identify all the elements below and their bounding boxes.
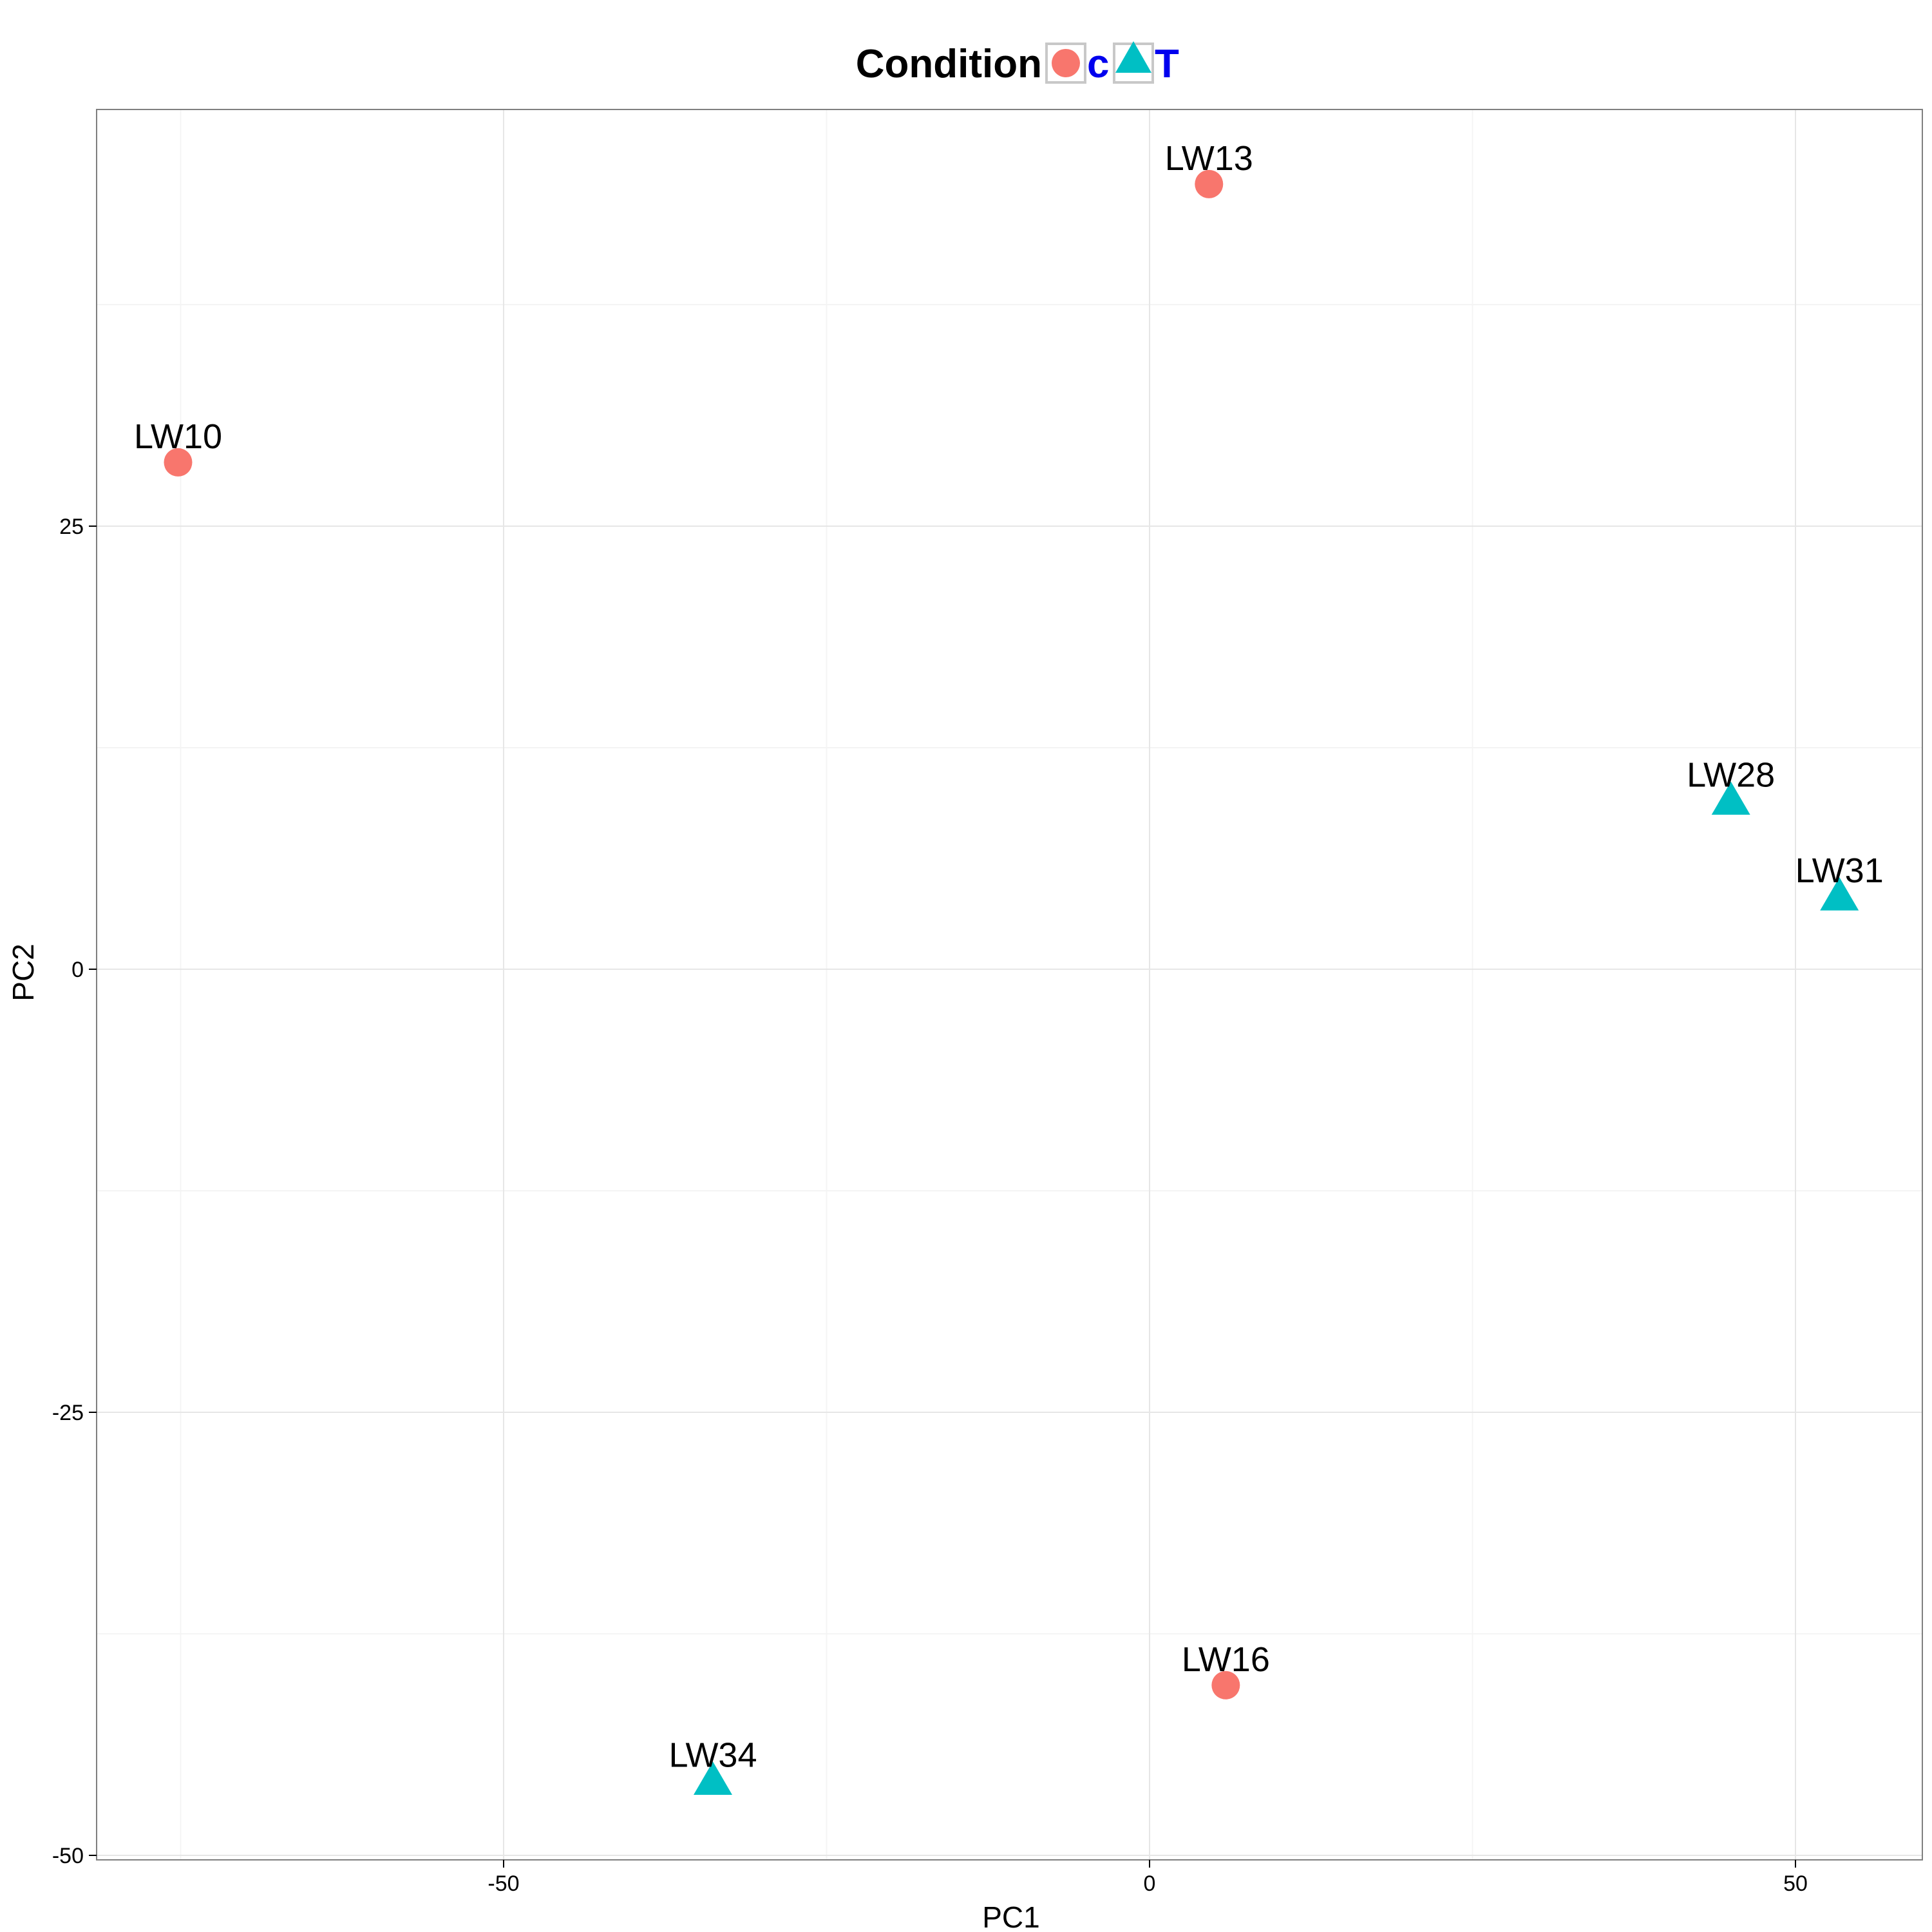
x-tick-label: -50 [488,1871,519,1896]
data-point-lw34 [693,1761,732,1795]
data-point-lw13 [1195,169,1224,198]
point-label-lw28: LW28 [1687,756,1775,795]
x-axis-title: PC1 [982,1900,1039,1932]
grid-lines [97,109,1922,1860]
legend-label-t: T [1155,42,1179,86]
legend: Condition c T [856,41,1179,86]
y-tick-label: 25 [59,515,84,539]
data-points [164,169,1859,1795]
point-label-lw31: LW31 [1795,851,1884,890]
y-tick-label: -50 [52,1844,84,1868]
point-labels: LW10 LW13 LW16 LW28 LW31 LW34 [134,139,1884,1775]
legend-key-c-circle [1052,49,1080,77]
x-tick-label: 50 [1783,1871,1808,1896]
data-point-lw16 [1211,1671,1240,1700]
legend-key-t-triangle [1115,41,1151,73]
legend-label-c: c [1087,42,1109,86]
point-label-lw10: LW10 [134,417,222,456]
point-label-lw13: LW13 [1165,139,1253,178]
point-label-lw34: LW34 [668,1736,757,1774]
x-tick-label: 0 [1144,1871,1156,1896]
axes: -50 0 50 -50 -25 0 25 [52,109,1923,1896]
data-point-lw31 [1820,877,1859,911]
plot-panel [97,109,1922,1860]
y-axis-title: PC2 [6,943,40,1001]
legend-title: Condition [856,42,1042,86]
data-point-lw28 [1711,781,1750,815]
data-point-lw10 [164,448,193,477]
y-tick-label: -25 [52,1401,84,1425]
plot-panel-border [96,109,1923,1861]
y-tick-label: 0 [71,958,84,982]
point-label-lw16: LW16 [1182,1640,1270,1679]
